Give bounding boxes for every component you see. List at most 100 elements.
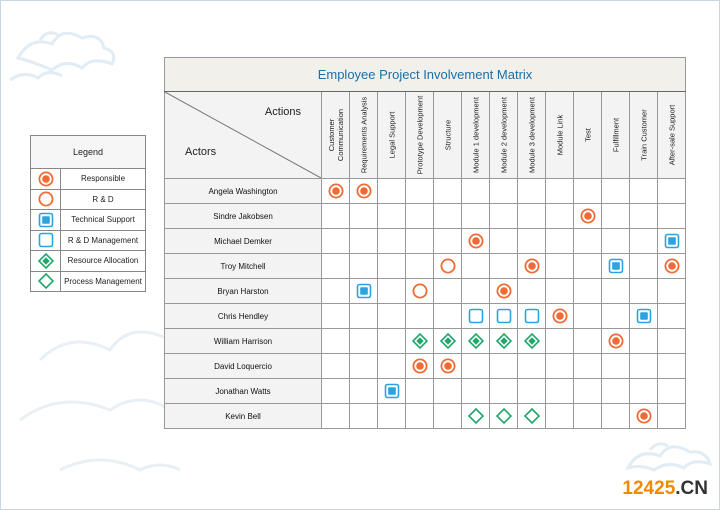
matrix-cell: [321, 203, 350, 229]
column-header-label: Test: [583, 128, 592, 142]
actor-name: Troy Mitchell: [164, 253, 322, 279]
matrix-cell: [489, 353, 518, 379]
column-header: Prototype Development: [405, 91, 434, 179]
column-header-label: Module 1 development: [471, 97, 480, 173]
responsible-icon: [356, 183, 371, 199]
column-header: Requirements Analysis: [349, 91, 378, 179]
column-header: Test: [573, 91, 602, 179]
actor-name: Jonathan Watts: [164, 378, 322, 404]
matrix-cell: [405, 203, 434, 229]
responsible-icon: [636, 408, 651, 424]
matrix-row: Michael Demker: [164, 228, 686, 254]
matrix-cell: [489, 253, 518, 279]
process-management-icon: [37, 273, 54, 290]
legend-label: Process Management: [60, 270, 146, 292]
matrix-cell: [433, 378, 462, 404]
matrix-cell: [629, 178, 658, 204]
matrix-cell: [321, 328, 350, 354]
matrix-cell: [573, 278, 602, 304]
legend-symbol: [30, 229, 61, 251]
matrix-cell: [321, 178, 350, 204]
matrix-cell: [433, 328, 462, 354]
matrix-cell: [545, 278, 574, 304]
legend-item: Technical Support: [30, 209, 146, 231]
matrix-corner-cell: Actions Actors: [164, 91, 322, 179]
matrix-cell: [517, 378, 546, 404]
matrix-cell: [349, 378, 378, 404]
matrix-cell: [377, 303, 406, 329]
column-header: Fulfillment: [601, 91, 630, 179]
matrix-cell: [461, 403, 490, 429]
resource-allocation-icon: [495, 332, 512, 349]
matrix-cell: [461, 378, 490, 404]
matrix-cell: [321, 278, 350, 304]
process-management-icon: [495, 407, 512, 424]
responsible-icon: [524, 258, 539, 274]
axis-label-actors: Actors: [185, 146, 217, 158]
site-watermark: 12425.CN: [622, 478, 708, 500]
matrix-cell: [405, 253, 434, 279]
matrix-cell: [517, 228, 546, 254]
matrix-cell: [545, 378, 574, 404]
responsible-icon: [496, 283, 511, 299]
matrix-cell: [321, 228, 350, 254]
technical-support-icon: [384, 383, 399, 399]
matrix-cell: [601, 278, 630, 304]
matrix-cell: [377, 353, 406, 379]
matrix-cell: [377, 253, 406, 279]
matrix-cell: [349, 228, 378, 254]
matrix-cell: [573, 203, 602, 229]
technical-support-icon: [636, 308, 651, 324]
matrix-cell: [573, 353, 602, 379]
matrix-cell: [349, 353, 378, 379]
resource-allocation-icon: [523, 332, 540, 349]
matrix-cell: [657, 353, 686, 379]
matrix-cell: [321, 403, 350, 429]
column-header-label: Module 2 development: [499, 97, 508, 173]
column-header-label: Train Customer: [639, 109, 648, 161]
matrix-cell: [461, 303, 490, 329]
matrix-cell: [573, 328, 602, 354]
matrix-cell: [545, 328, 574, 354]
corner-diagonal-line: [165, 92, 321, 178]
matrix-cell: [321, 353, 350, 379]
matrix-cell: [405, 178, 434, 204]
legend-items: Responsible R & D Technical Support R & D M…: [30, 168, 146, 292]
matrix-cell: [489, 228, 518, 254]
column-header: Module Link: [545, 91, 574, 179]
actor-name: Chris Hendley: [164, 303, 322, 329]
matrix-cell: [489, 178, 518, 204]
matrix-cell: [405, 228, 434, 254]
matrix-cell: [601, 403, 630, 429]
matrix-cell: [517, 203, 546, 229]
matrix-cell: [545, 303, 574, 329]
responsible-icon: [328, 183, 343, 199]
matrix-cell: [545, 178, 574, 204]
matrix-cell: [433, 203, 462, 229]
matrix-cell: [461, 253, 490, 279]
matrix-row: Chris Hendley: [164, 303, 686, 329]
legend-label: R & D Management: [60, 229, 146, 251]
resource-allocation-icon: [37, 252, 54, 269]
matrix-row: David Loquercio: [164, 353, 686, 379]
column-header-label: After-sale Support: [667, 104, 676, 166]
involvement-matrix: Employee Project Involvement Matrix Acti…: [164, 57, 686, 429]
matrix-cell: [517, 353, 546, 379]
matrix-cell: [601, 228, 630, 254]
matrix-cell: [377, 378, 406, 404]
matrix-cell: [657, 328, 686, 354]
column-header: Customer Communication: [321, 91, 350, 179]
matrix-cell: [405, 353, 434, 379]
matrix-cell: [629, 328, 658, 354]
matrix-cell: [629, 353, 658, 379]
actor-name: Michael Demker: [164, 228, 322, 254]
matrix-row: William Harrison: [164, 328, 686, 354]
matrix-cell: [601, 178, 630, 204]
matrix-cell: [461, 228, 490, 254]
matrix-cell: [489, 303, 518, 329]
matrix-cell: [489, 278, 518, 304]
legend-item: Process Management: [30, 270, 146, 292]
matrix-cell: [629, 253, 658, 279]
matrix-cell: [461, 178, 490, 204]
matrix-cell: [433, 278, 462, 304]
